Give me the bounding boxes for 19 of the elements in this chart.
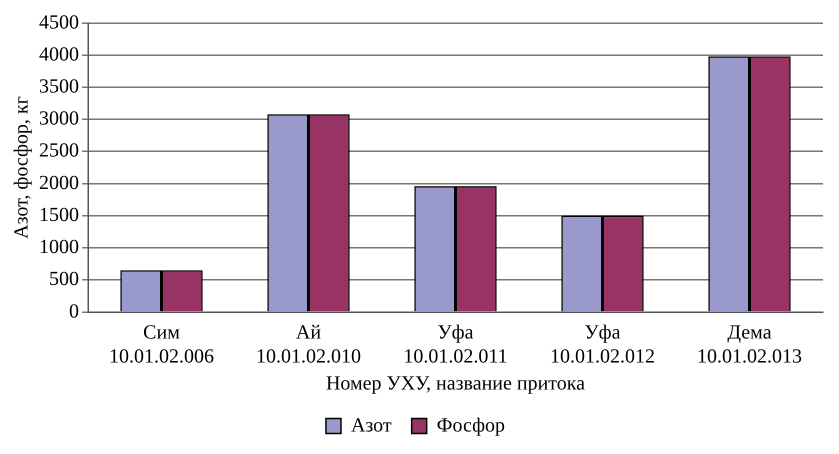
x-tick-label: Ай 10.01.02.010 [256, 321, 361, 368]
y-tick-label: 2000 [39, 172, 79, 194]
y-tick-label: 500 [49, 268, 79, 290]
legend-label: Фосфор [436, 414, 506, 436]
y-tick-label: 4000 [39, 43, 79, 66]
y-tick-label: 3500 [39, 75, 79, 98]
y-tick-label: 2500 [39, 140, 79, 162]
y-tick-label: 0 [69, 300, 79, 322]
x-axis-title: Номер УХУ, название притока [326, 372, 586, 394]
x-tick-label: Дема 10.01.02.013 [697, 321, 802, 368]
legend-label: Азот [350, 414, 392, 436]
x-tick-label: Уфа 10.01.02.012 [550, 321, 655, 368]
y-tick-label: 3000 [39, 108, 79, 130]
y-tick-label: 1500 [39, 204, 79, 226]
y-tick-label: 1000 [39, 236, 79, 258]
y-axis-title: Азот, фосфор, кг [10, 96, 32, 239]
x-tick-label: Сим 10.01.02.006 [109, 321, 214, 368]
x-tick-label: Уфа 10.01.02.011 [403, 321, 508, 368]
y-tick-label: 4500 [39, 11, 79, 34]
